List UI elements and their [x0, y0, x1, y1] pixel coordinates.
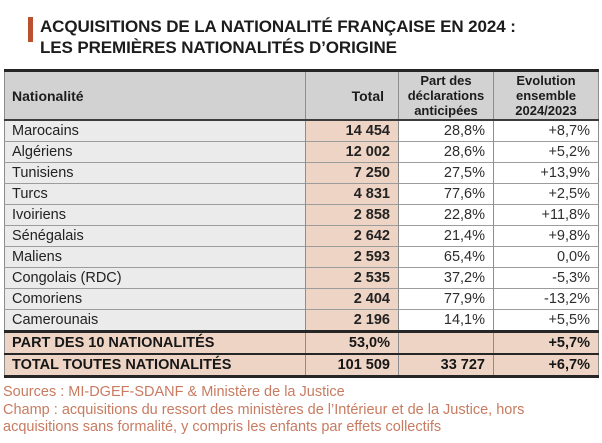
- title-accent-bar: [28, 17, 33, 42]
- nationality-cell: Congolais (RDC): [4, 267, 306, 289]
- table-row: Maliens 2 593 65,4% 0,0%: [4, 246, 599, 268]
- nationality-cell: Ivoiriens: [4, 204, 306, 226]
- nationalities-table: Nationalité Total Part des déclarations …: [4, 69, 599, 378]
- part-cell: 77,9%: [398, 288, 494, 310]
- evolution-cell: +13,9%: [493, 162, 599, 184]
- total-cell: 14 454: [305, 120, 399, 142]
- header-nationality: Nationalité: [4, 70, 306, 121]
- evolution-cell: -13,2%: [493, 288, 599, 310]
- part-cell: 21,4%: [398, 225, 494, 247]
- part-cell: 77,6%: [398, 183, 494, 205]
- table-row: Algériens 12 002 28,6% +5,2%: [4, 141, 599, 163]
- part-cell: 27,5%: [398, 162, 494, 184]
- evolution-cell: +8,7%: [493, 120, 599, 142]
- total-cell: 2 196: [305, 309, 399, 332]
- part-cell: 37,2%: [398, 267, 494, 289]
- nationality-cell: Maliens: [4, 246, 306, 268]
- nationality-cell: Sénégalais: [4, 225, 306, 247]
- footer-notes: Sources : MI-DGEF-SDANF & Ministère de l…: [3, 384, 595, 437]
- title-line-2: LES PREMIÈRES NATIONALITÉS D’ORIGINE: [40, 38, 397, 57]
- part-cell: 65,4%: [398, 246, 494, 268]
- page-title: ACQUISITIONS DE LA NATIONALITÉ FRANÇAISE…: [40, 16, 516, 58]
- evolution-cell: -5,3%: [493, 267, 599, 289]
- evolution-cell: +5,7%: [493, 330, 599, 354]
- evolution-cell: +9,8%: [493, 225, 599, 247]
- total-cell: 2 858: [305, 204, 399, 226]
- table-row: Marocains 14 454 28,8% +8,7%: [4, 120, 599, 142]
- nationality-cell: Camerounais: [4, 309, 306, 332]
- total-cell: 12 002: [305, 141, 399, 163]
- part-cell: 33 727: [398, 353, 494, 377]
- header-total: Total: [305, 70, 399, 121]
- table-row: Turcs 4 831 77,6% +2,5%: [4, 183, 599, 205]
- evolution-cell: +6,7%: [493, 353, 599, 377]
- summary-row-part-10: PART DES 10 NATIONALITÉS 53,0% +5,7%: [4, 330, 599, 354]
- total-cell: 101 509: [305, 353, 399, 377]
- nationality-cell: Marocains: [4, 120, 306, 142]
- champ-note: Champ : acquisitions du ressort des mini…: [3, 401, 525, 436]
- table-header: Nationalité Total Part des déclarations …: [4, 70, 599, 121]
- sources-note: Sources : MI-DGEF-SDANF & Ministère de l…: [3, 384, 345, 400]
- header-evolution: Evolution ensemble 2024/2023: [493, 70, 599, 121]
- table-row: Ivoiriens 2 858 22,8% +11,8%: [4, 204, 599, 226]
- nationality-cell: PART DES 10 NATIONALITÉS: [4, 330, 306, 354]
- total-cell: 7 250: [305, 162, 399, 184]
- total-cell: 2 404: [305, 288, 399, 310]
- part-cell: [398, 330, 494, 354]
- total-cell: 2 642: [305, 225, 399, 247]
- evolution-cell: +5,2%: [493, 141, 599, 163]
- part-cell: 28,6%: [398, 141, 494, 163]
- part-cell: 22,8%: [398, 204, 494, 226]
- total-cell: 2 593: [305, 246, 399, 268]
- table-body: Marocains 14 454 28,8% +8,7% Algériens 12 002…: [4, 120, 599, 377]
- title-block: ACQUISITIONS DE LA NATIONALITÉ FRANÇAISE…: [0, 0, 602, 58]
- nationality-cell: Turcs: [4, 183, 306, 205]
- nationality-cell: Tunisiens: [4, 162, 306, 184]
- table-row: Sénégalais 2 642 21,4% +9,8%: [4, 225, 599, 247]
- evolution-cell: 0,0%: [493, 246, 599, 268]
- nationality-cell: Algériens: [4, 141, 306, 163]
- title-line-1: ACQUISITIONS DE LA NATIONALITÉ FRANÇAISE…: [40, 17, 516, 36]
- total-cell: 4 831: [305, 183, 399, 205]
- nationality-cell: TOTAL TOUTES NATIONALITÉS: [4, 353, 306, 377]
- header-row: Nationalité Total Part des déclarations …: [4, 70, 599, 121]
- summary-row-total-all: TOTAL TOUTES NATIONALITÉS 101 509 33 727 +6…: [4, 353, 599, 377]
- table-row: Comoriens 2 404 77,9% -13,2%: [4, 288, 599, 310]
- evolution-cell: +5,5%: [493, 309, 599, 332]
- total-cell: 53,0%: [305, 330, 399, 354]
- header-part-declarations: Part des déclarations anticipées: [398, 70, 494, 121]
- table-row: Congolais (RDC) 2 535 37,2% -5,3%: [4, 267, 599, 289]
- table-row: Tunisiens 7 250 27,5% +13,9%: [4, 162, 599, 184]
- table-row: Camerounais 2 196 14,1% +5,5%: [4, 309, 599, 332]
- evolution-cell: +2,5%: [493, 183, 599, 205]
- evolution-cell: +11,8%: [493, 204, 599, 226]
- nationality-cell: Comoriens: [4, 288, 306, 310]
- total-cell: 2 535: [305, 267, 399, 289]
- part-cell: 14,1%: [398, 309, 494, 332]
- part-cell: 28,8%: [398, 120, 494, 142]
